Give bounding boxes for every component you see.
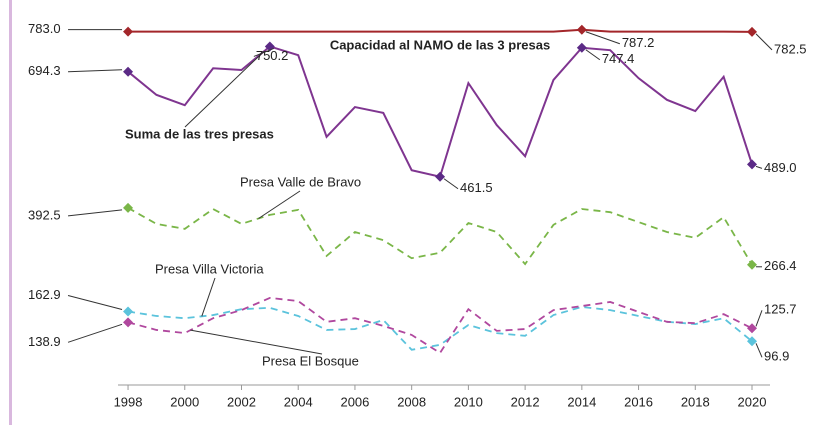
x-tick-label: 2014: [567, 394, 596, 409]
point-marker: [576, 24, 587, 35]
leader-line: [258, 190, 301, 219]
series-line: [128, 28, 753, 33]
x-tick-label: 2010: [454, 394, 483, 409]
leader-line: [67, 295, 123, 310]
x-tick-label: 2000: [170, 394, 199, 409]
series-name: Capacidad al NAMO de las 3 presas: [330, 37, 550, 52]
series-name: Presa Valle de Bravo: [240, 174, 361, 189]
point-marker: [576, 42, 587, 53]
value-label: 694.3: [28, 63, 61, 78]
value-label: 162.9: [28, 287, 61, 302]
leader-line: [755, 343, 763, 358]
x-tick-label: 2012: [511, 394, 540, 409]
point-marker: [123, 26, 134, 37]
value-label: 787.2: [622, 35, 655, 50]
x-tick-label: 2018: [681, 394, 710, 409]
point-marker: [123, 66, 134, 77]
value-label: 392.5: [28, 207, 61, 222]
x-tick-label: 1998: [114, 394, 143, 409]
point-marker: [747, 323, 758, 334]
value-label: 266.4: [764, 258, 797, 273]
leader-line: [253, 48, 275, 57]
value-label: 138.9: [28, 334, 61, 349]
series-name: Suma de las tres presas: [125, 126, 274, 141]
leader-line: [585, 49, 601, 61]
x-tick-label: 2006: [340, 394, 369, 409]
point-marker: [435, 171, 446, 182]
x-tick-label: 2008: [397, 394, 426, 409]
value-label: 782.5: [774, 41, 807, 56]
leader-line: [585, 31, 621, 45]
series-line: [127, 306, 753, 351]
value-label: 461.5: [460, 180, 493, 195]
leader-line: [67, 323, 123, 343]
value-label: 747.4: [602, 51, 635, 66]
value-label: 489.0: [764, 160, 797, 175]
leader-line: [755, 165, 763, 169]
value-label: 750.2: [256, 48, 289, 63]
x-tick-label: 2002: [227, 394, 256, 409]
series-name: Presa El Bosque: [262, 353, 359, 368]
x-tick-label: 2020: [738, 394, 767, 409]
point-marker: [747, 159, 758, 170]
value-label: 125.7: [764, 302, 797, 317]
point-marker: [747, 26, 758, 37]
value-label: 783.0: [28, 21, 61, 36]
leader-line: [67, 209, 123, 217]
leader-line: [201, 277, 216, 317]
point-marker: [123, 317, 134, 328]
value-label: 96.9: [764, 349, 789, 364]
series-name: Presa Villa Victoria: [155, 261, 264, 276]
series-line: [127, 296, 753, 355]
leader-line: [190, 329, 323, 355]
leader-line: [184, 50, 265, 128]
side-bar: [9, 0, 12, 425]
leader-line: [755, 33, 773, 51]
series-line: [127, 45, 753, 178]
leader-line: [755, 310, 763, 327]
x-tick-label: 2016: [624, 394, 653, 409]
leader-line: [443, 178, 459, 190]
point-marker: [747, 336, 758, 347]
leader-line: [68, 69, 123, 73]
point-marker: [123, 202, 134, 213]
point-marker: [747, 259, 758, 270]
series-line: [127, 207, 753, 266]
x-tick-label: 2004: [284, 394, 313, 409]
point-marker: [123, 306, 134, 317]
